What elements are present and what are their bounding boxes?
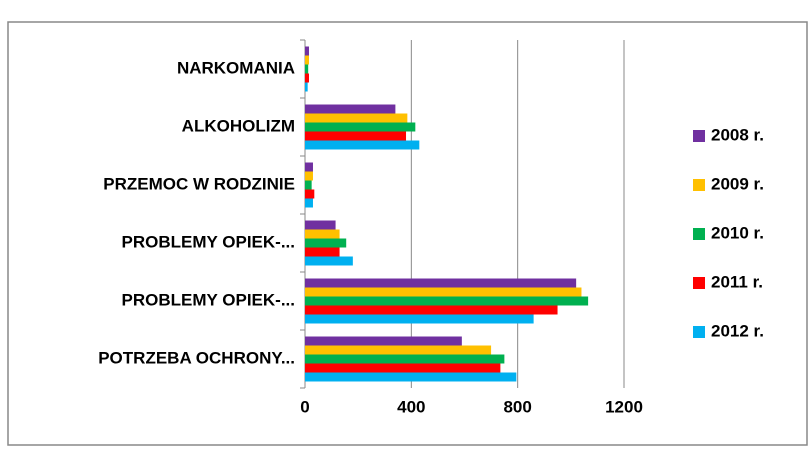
legend-swatch xyxy=(693,277,705,289)
x-tick-label: 800 xyxy=(503,397,531,416)
bar xyxy=(305,314,534,324)
bar xyxy=(305,82,308,92)
bar xyxy=(305,189,315,199)
x-tick-label: 1200 xyxy=(605,397,643,416)
bar xyxy=(305,278,577,288)
bar xyxy=(305,162,313,172)
bar xyxy=(305,363,501,373)
x-tick-label: 400 xyxy=(397,397,425,416)
y-tick-label: POTRZEBA OCHRONY... xyxy=(98,348,295,367)
bar xyxy=(305,140,420,150)
y-tick-label: PROBLEMY OPIEK-... xyxy=(122,290,296,309)
bar xyxy=(305,305,558,315)
bar xyxy=(305,122,416,132)
bar xyxy=(305,104,396,114)
legend-swatch xyxy=(693,179,705,191)
bar xyxy=(305,131,407,141)
bar xyxy=(305,198,313,208)
bar xyxy=(305,372,517,382)
bar xyxy=(305,256,353,266)
bar xyxy=(305,220,336,230)
legend-label: 2010 r. xyxy=(711,223,764,242)
bar xyxy=(305,229,340,239)
bar xyxy=(305,113,408,123)
bar xyxy=(305,171,313,181)
y-tick-label: PROBLEMY OPIEK-... xyxy=(122,232,296,251)
bar xyxy=(305,354,505,364)
legend-label: 2009 r. xyxy=(711,174,764,193)
legend-label: 2012 r. xyxy=(711,321,764,340)
bar xyxy=(305,238,347,248)
legend-label: 2008 r. xyxy=(711,125,764,144)
y-tick-label: NARKOMANIA xyxy=(177,58,295,77)
legend-swatch xyxy=(693,228,705,240)
legend-label: 2011 r. xyxy=(711,272,763,291)
y-tick-label: PRZEMOC W RODZINIE xyxy=(103,174,295,193)
legend-swatch xyxy=(693,326,705,338)
bar xyxy=(305,247,340,257)
bar xyxy=(305,287,582,297)
bar xyxy=(305,345,492,355)
bar xyxy=(305,55,309,65)
bar xyxy=(305,73,309,83)
bar xyxy=(305,336,462,346)
bar xyxy=(305,296,589,306)
x-tick-label: 0 xyxy=(300,397,309,416)
y-tick-label: ALKOHOLIZM xyxy=(182,116,295,135)
legend-swatch xyxy=(693,130,705,142)
bar xyxy=(305,180,312,190)
bar xyxy=(305,64,309,74)
bar xyxy=(305,46,309,56)
